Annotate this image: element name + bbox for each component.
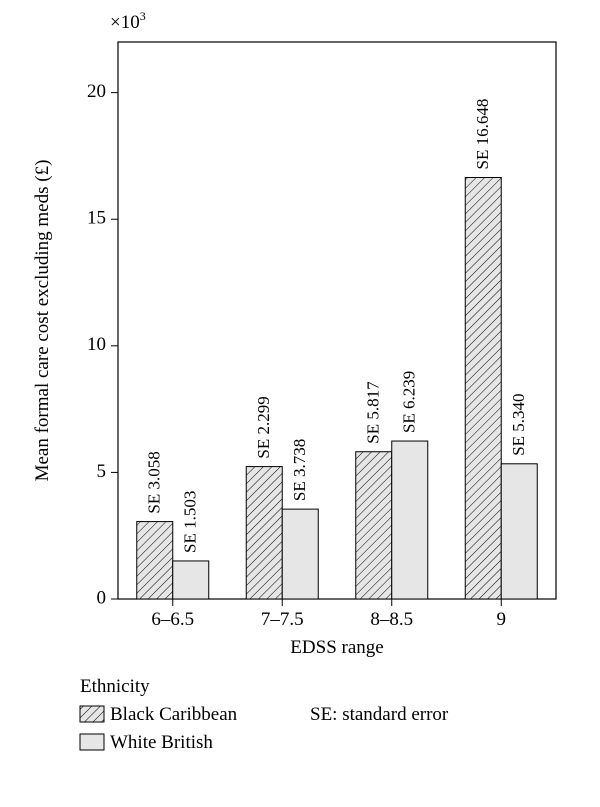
y-multiplier: ×103 <box>110 9 146 33</box>
bar <box>173 561 209 599</box>
legend-item-label: Black Caribbean <box>110 704 238 725</box>
bar-se-label: SE 16.648 <box>473 99 492 170</box>
bar-se-label: SE 5.817 <box>364 381 383 444</box>
bar-se-label: SE 5.340 <box>509 393 528 455</box>
bar <box>246 467 282 599</box>
y-tick-label: 20 <box>87 81 106 102</box>
bar-se-label: SE 1.503 <box>181 491 200 553</box>
y-tick-label: 15 <box>87 208 106 229</box>
legend-swatch <box>80 706 104 722</box>
x-axis-label: EDSS range <box>290 637 383 658</box>
bar <box>501 464 537 599</box>
legend-title: Ethnicity <box>80 676 150 697</box>
bar <box>282 509 318 599</box>
x-tick-label: 7–7.5 <box>261 609 304 630</box>
legend-item-label: White British <box>110 732 213 753</box>
y-tick-label: 10 <box>87 334 106 355</box>
y-tick-label: 5 <box>97 461 107 482</box>
y-axis-label: Mean formal care cost excluding meds (£) <box>32 160 53 482</box>
bar-se-label: SE 2.299 <box>254 396 273 458</box>
bar <box>392 441 428 599</box>
bar <box>137 522 173 599</box>
y-tick-label: 0 <box>97 587 107 608</box>
x-tick-label: 9 <box>497 609 507 630</box>
bar <box>465 178 501 599</box>
legend-note: SE: standard error <box>310 704 449 725</box>
bar-se-label: SE 3.058 <box>145 451 164 513</box>
bar-se-label: SE 6.239 <box>400 371 419 433</box>
legend-swatch <box>80 734 104 750</box>
bar <box>356 452 392 599</box>
bar-se-label: SE 3.738 <box>290 439 309 501</box>
x-tick-label: 6–6.5 <box>151 609 194 630</box>
x-tick-label: 8–8.5 <box>370 609 413 630</box>
